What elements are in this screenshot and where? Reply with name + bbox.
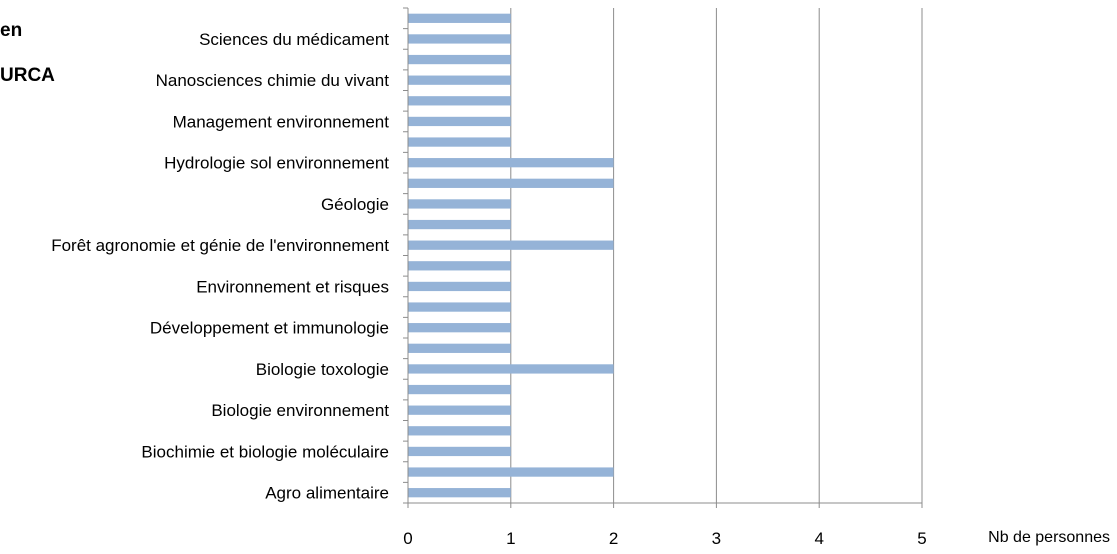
x-tick-label-2: 2 [609, 529, 618, 548]
bar-12 [408, 240, 614, 250]
bar-20 [408, 75, 511, 85]
bar-10 [408, 281, 511, 292]
bar-4 [408, 405, 511, 415]
bar-17 [408, 137, 511, 147]
category-label-20: Nanosciences chimie du vivant [156, 71, 390, 90]
bar-22 [408, 34, 511, 44]
bar-1 [408, 467, 614, 477]
bar-7 [408, 343, 511, 353]
bar-0 [408, 488, 511, 498]
category-label-16: Hydrologie sol environnement [164, 154, 389, 173]
category-label-10: Environnement et risques [196, 277, 389, 296]
labels: Agro alimentaire Biochimie et biologie mo… [51, 30, 1110, 548]
gridlines [510, 8, 923, 503]
category-label-2: Biochimie et biologie moléculaire [141, 442, 389, 461]
bar-16 [408, 158, 614, 168]
bar-3 [408, 426, 511, 436]
x-tick-label-5: 5 [917, 529, 926, 548]
x-tick-label-0: 0 [403, 529, 412, 548]
bar-21 [408, 54, 511, 65]
x-tick-label-1: 1 [506, 529, 515, 548]
category-label-14: Géologie [321, 195, 389, 214]
x-tick-label-4: 4 [814, 529, 823, 548]
bar-5 [408, 384, 511, 395]
axes [403, 7, 923, 508]
chart-title-line-1: en [0, 20, 23, 41]
x-tick-label-3: 3 [712, 529, 721, 548]
bar-6 [408, 364, 614, 374]
category-label-18: Management environnement [173, 112, 390, 131]
bar-11 [408, 261, 511, 271]
bar-8 [408, 323, 511, 333]
category-label-0: Agro alimentaire [265, 484, 389, 503]
bar-14 [408, 199, 511, 209]
category-label-4: Biologie environnement [211, 401, 389, 420]
bar-9 [408, 302, 511, 312]
category-label-22: Sciences du médicament [199, 30, 389, 49]
bar-15 [408, 178, 614, 188]
x-axis-title: Nb de personnes [988, 529, 1110, 546]
category-label-6: Biologie toxologie [256, 360, 389, 379]
bar-13 [408, 219, 511, 230]
bar-18 [408, 116, 511, 127]
bar-2 [408, 446, 511, 457]
bars [408, 13, 614, 498]
chart-title-line-2: URCA [0, 65, 55, 86]
bar-23 [408, 13, 511, 23]
category-label-12: Forêt agronomie et génie de l'environnem… [51, 236, 389, 255]
bar-19 [408, 96, 511, 106]
category-label-8: Développement et immunologie [150, 319, 389, 338]
